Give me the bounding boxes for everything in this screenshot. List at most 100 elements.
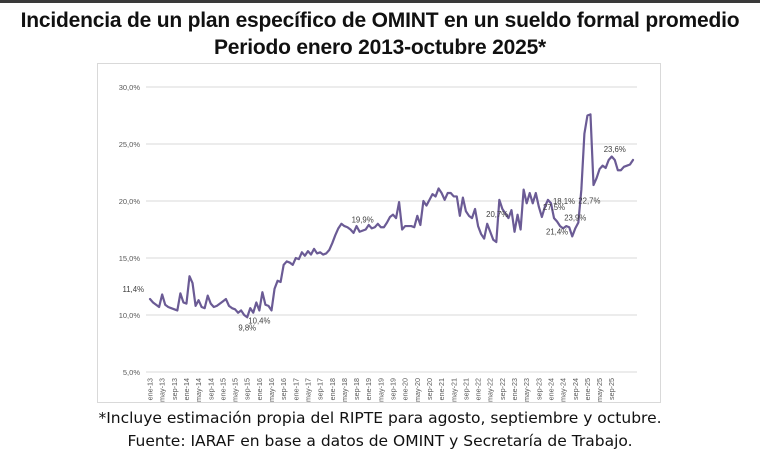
data-point	[516, 213, 518, 215]
data-point	[164, 304, 166, 306]
data-point	[170, 307, 172, 309]
data-label: 21,4%	[546, 228, 568, 237]
data-point	[580, 188, 582, 190]
data-point	[529, 192, 531, 194]
y-tick-label: 30,0%	[119, 83, 141, 92]
data-point	[279, 281, 281, 283]
data-point	[483, 237, 485, 239]
data-point	[276, 280, 278, 282]
data-point	[207, 294, 209, 296]
data-point	[398, 201, 400, 203]
data-point	[510, 209, 512, 211]
data-point	[231, 307, 233, 309]
data-point	[489, 231, 491, 233]
data-point	[589, 113, 591, 115]
data-point	[358, 231, 360, 233]
data-point	[295, 257, 297, 259]
data-point	[389, 216, 391, 218]
data-point	[611, 155, 613, 157]
data-point	[307, 250, 309, 252]
data-label: 11,4%	[122, 285, 144, 294]
chart-frame	[97, 63, 661, 403]
data-label: 20,7%	[486, 210, 508, 219]
y-tick-label: 10,0%	[119, 311, 141, 320]
x-tick-label: ene-20	[401, 378, 410, 400]
data-point	[310, 253, 312, 255]
data-point	[270, 309, 272, 311]
data-point	[404, 225, 406, 227]
data-point	[401, 228, 403, 230]
data-point	[158, 306, 160, 308]
data-point	[203, 307, 205, 309]
data-point	[234, 308, 236, 310]
data-point	[304, 255, 306, 257]
data-point	[459, 215, 461, 217]
data-point	[267, 305, 269, 307]
data-point	[352, 232, 354, 234]
data-point	[541, 216, 543, 218]
data-point	[468, 215, 470, 217]
data-point	[179, 292, 181, 294]
data-point	[586, 114, 588, 116]
source-note: Fuente: IARAF en base a datos de OMINT y…	[127, 432, 633, 450]
chart-subtitle: Periodo enero 2013-octubre 2025*	[213, 36, 547, 59]
data-point	[258, 309, 260, 311]
data-point	[222, 300, 224, 302]
data-point	[334, 234, 336, 236]
x-tick-label: may-13	[158, 378, 167, 402]
data-point	[626, 164, 628, 166]
data-point	[456, 195, 458, 197]
data-point	[289, 261, 291, 263]
data-point	[261, 291, 263, 293]
data-point	[601, 164, 603, 166]
data-point	[364, 228, 366, 230]
data-point	[185, 302, 187, 304]
data-point	[623, 166, 625, 168]
data-label: 27,5%	[543, 203, 565, 212]
x-tick-label: ene-17	[291, 378, 300, 400]
data-point	[240, 309, 242, 311]
data-point	[173, 308, 175, 310]
y-gridlines	[146, 86, 637, 373]
x-tick-label: sep-24	[571, 378, 580, 400]
x-tick-label: sep-17	[316, 378, 325, 400]
data-label: 9,8%	[238, 323, 256, 332]
x-tick-label: sep-20	[425, 378, 434, 400]
data-point	[349, 228, 351, 230]
data-point	[225, 298, 227, 300]
data-point	[532, 202, 534, 204]
data-point	[392, 213, 394, 215]
data-point	[465, 210, 467, 212]
data-point	[495, 241, 497, 243]
data-point	[629, 163, 631, 165]
data-point	[434, 195, 436, 197]
data-point	[632, 159, 634, 161]
data-labels: 11,4% 9,8%10,4% 19,9% 20,7% 18,1%27,5% 21,4% 2…	[122, 145, 625, 332]
data-point	[604, 167, 606, 169]
data-point	[437, 187, 439, 189]
data-point	[361, 229, 363, 231]
data-point	[462, 196, 464, 198]
data-point	[595, 177, 597, 179]
data-point	[492, 239, 494, 241]
x-tick-label: sep-18	[352, 378, 361, 400]
x-tick-label: sep-13	[170, 378, 179, 400]
data-point	[556, 220, 558, 222]
data-point	[617, 169, 619, 171]
data-point	[322, 253, 324, 255]
data-point	[273, 288, 275, 290]
data-label: 22,7%	[578, 197, 600, 206]
data-point	[228, 305, 230, 307]
data-point	[407, 225, 409, 227]
data-point	[194, 305, 196, 307]
data-point	[480, 233, 482, 235]
data-point	[325, 252, 327, 254]
data-point	[443, 199, 445, 201]
data-label: 19,9%	[352, 216, 374, 225]
data-point	[431, 193, 433, 195]
y-tick-label: 15,0%	[119, 254, 141, 263]
x-tick-label: sep-22	[498, 378, 507, 400]
data-point	[282, 264, 284, 266]
data-point	[592, 184, 594, 186]
